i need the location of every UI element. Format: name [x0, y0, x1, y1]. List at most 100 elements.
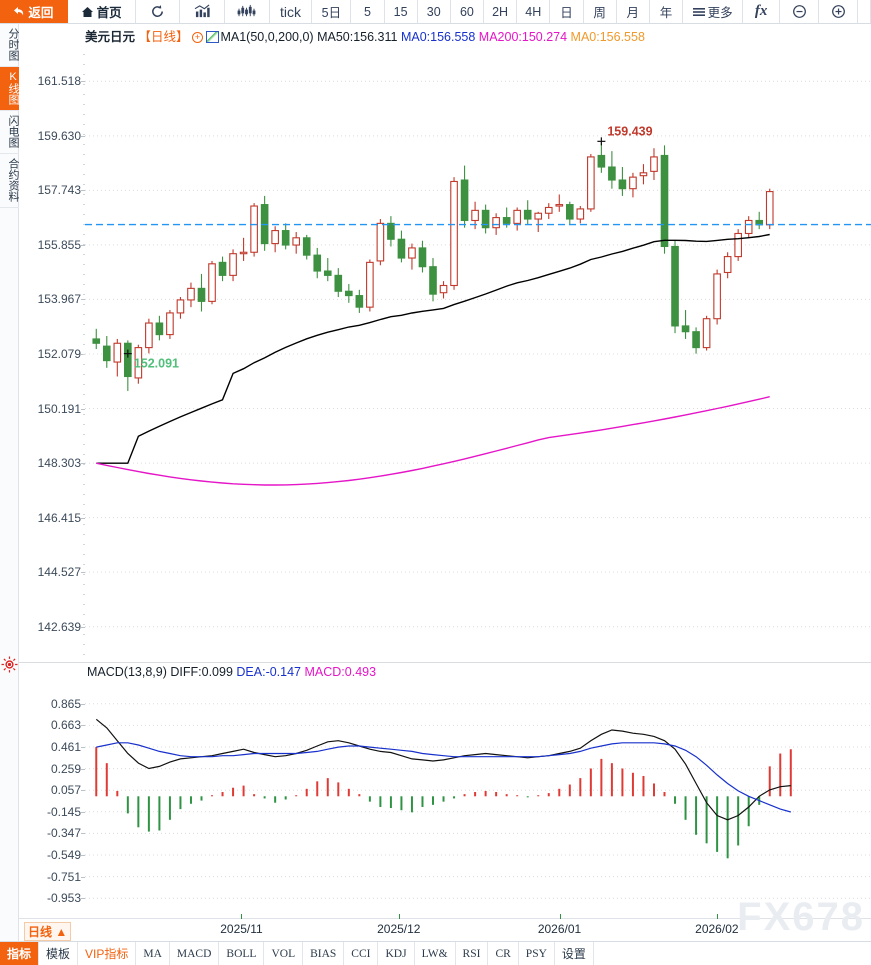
macd-y-tick-label: -0.751	[46, 869, 81, 884]
more-button[interactable]: 更多	[683, 0, 744, 23]
period-5d-button[interactable]: 5日	[312, 0, 352, 23]
symbol-period: 【日线】	[138, 30, 189, 44]
top-toolbar: 返回 首页	[0, 0, 871, 24]
ma200-value: MA200:150.274	[478, 30, 568, 44]
sidebar-item-kline[interactable]: K线图	[0, 67, 19, 111]
zoom-out-button[interactable]	[780, 0, 820, 23]
price-y-minor-tick	[83, 274, 85, 275]
indicator-button-cr[interactable]: CR	[488, 942, 519, 965]
price-y-minor-tick	[83, 334, 85, 335]
price-y-tick-label: 152.079	[37, 346, 81, 361]
period-month-button[interactable]: 月	[616, 0, 650, 23]
price-y-minor-tick	[83, 444, 85, 445]
macd-y-tick-label: 0.663	[50, 718, 81, 733]
indicator-button-bias[interactable]: BIAS	[303, 942, 345, 965]
candlestick-button[interactable]	[224, 0, 270, 23]
indicator-button-label: LW&	[421, 947, 448, 960]
macd-pane[interactable]: MACD(13,8,9) DIFF:0.099 DEA:-0.147 MACD:…	[19, 662, 871, 918]
price-y-minor-tick	[83, 214, 85, 215]
indicator-button-label: RSI	[462, 947, 481, 960]
period-week-button[interactable]: 周	[583, 0, 617, 23]
chart-area[interactable]: 美元日元 【日线】 + MA1(50,0,200,0) MA50:156.311…	[1, 24, 871, 918]
refresh-icon	[151, 5, 163, 17]
bar-chart-button[interactable]	[180, 0, 225, 23]
price-y-minor-tick	[83, 54, 85, 55]
sidebar-item-contract-info[interactable]: 合约资料	[0, 154, 19, 208]
price-y-minor-tick	[83, 314, 85, 315]
indicator-button-vip-[interactable]: VIP指标	[78, 942, 137, 965]
sidebar-item-timeline[interactable]: 分时图	[0, 24, 19, 67]
price-y-minor-tick	[83, 114, 85, 115]
fx-button[interactable]: fx	[743, 0, 781, 23]
period-60-button[interactable]: 60	[450, 0, 485, 23]
indicator-button-rsi[interactable]: RSI	[455, 942, 489, 965]
back-button[interactable]: 返回	[0, 0, 68, 23]
period-5d-label: 5日	[321, 6, 342, 20]
macd-y-tick	[81, 833, 85, 835]
date-axis-label: 2026/02	[695, 922, 739, 936]
indicator-button-macd[interactable]: MACD	[169, 942, 220, 965]
indicator-button-kdj[interactable]: KDJ	[378, 942, 415, 965]
period-indicator[interactable]: 日线 ▲	[24, 922, 72, 941]
symbol-name: 美元日元	[85, 30, 136, 44]
period-2h-button[interactable]: 2H	[484, 0, 518, 23]
zoom-out-icon	[792, 5, 806, 18]
indicator-button--[interactable]: 设置	[554, 942, 594, 965]
price-y-minor-tick	[83, 514, 85, 515]
macd-y-tick-label: -0.953	[46, 891, 81, 906]
period-day-button[interactable]: 日	[550, 0, 584, 23]
price-y-minor-tick	[83, 184, 85, 185]
period-4h-label: 4H	[525, 4, 542, 19]
period-5-button[interactable]: 5	[351, 0, 385, 23]
price-y-minor-tick	[83, 154, 85, 155]
price-y-tick-label: 144.527	[37, 565, 81, 580]
indicator-button-label: VIP指标	[85, 947, 129, 961]
zoom-in-button[interactable]	[819, 0, 858, 23]
macd-plot[interactable]	[85, 663, 871, 918]
period-year-label: 年	[659, 6, 673, 20]
indicator-button-ma[interactable]: MA	[136, 942, 170, 965]
period-year-button[interactable]: 年	[649, 0, 684, 23]
period-tick-button[interactable]: tick	[269, 0, 313, 23]
price-y-tick	[81, 190, 85, 192]
indicator-button-lw-[interactable]: LW&	[414, 942, 456, 965]
back-arrow-icon	[14, 7, 24, 16]
indicator-settings-icon[interactable]	[1, 656, 18, 673]
period-60-label: 60	[459, 4, 474, 19]
sidebar-item-kline-label: K线图	[7, 71, 19, 105]
price-y-tick-label: 150.191	[37, 401, 81, 416]
ma-params: MA1(50,0,200,0)	[220, 30, 314, 44]
period-5-label: 5	[363, 4, 371, 19]
price-y-minor-tick	[83, 194, 85, 195]
indicator-button--[interactable]: 模板	[39, 942, 79, 965]
refresh-button[interactable]	[135, 0, 181, 23]
indicator-button-cci[interactable]: CCI	[344, 942, 379, 965]
price-plot[interactable]: 159.439 152.091	[85, 24, 871, 662]
indicator-button-label: PSY	[525, 947, 547, 960]
indicator-button--[interactable]: 指标	[0, 942, 40, 965]
price-y-minor-tick	[83, 94, 85, 95]
sidebar-item-lightning[interactable]: 闪电图	[0, 111, 19, 154]
price-y-minor-tick	[83, 204, 85, 205]
macd-y-tick	[81, 747, 85, 748]
indicator-button-boll[interactable]: BOLL	[219, 942, 265, 965]
date-axis-label: 2026/01	[537, 922, 582, 936]
price-y-minor-tick	[83, 354, 85, 355]
indicator-button-label: BIAS	[310, 947, 337, 960]
home-button[interactable]: 首页	[67, 0, 136, 23]
price-y-tick	[81, 81, 85, 83]
price-y-minor-tick	[83, 504, 85, 505]
price-pane[interactable]: 美元日元 【日线】 + MA1(50,0,200,0) MA50:156.311…	[19, 24, 871, 662]
add-indicator-icon[interactable]: +	[192, 32, 203, 43]
indicator-button-psy[interactable]: PSY	[518, 942, 555, 965]
indicator-button-vol[interactable]: VOL	[264, 942, 304, 965]
period-4h-button[interactable]: 4H	[517, 0, 551, 23]
indicator-toolbar: 指标 模板 VIP指标 MA MACD BOLL VOL BIAS CCI KDJ LW& RSI CR…	[0, 941, 871, 965]
price-y-minor-tick	[83, 564, 85, 565]
price-y-tick-label: 153.967	[37, 292, 81, 307]
price-y-minor-tick	[83, 644, 85, 645]
period-15-button[interactable]: 15	[384, 0, 418, 23]
price-y-minor-tick	[83, 164, 85, 165]
left-sidebar: 分时图 K线图 闪电图 合约资料	[0, 24, 19, 941]
period-30-button[interactable]: 30	[417, 0, 451, 23]
